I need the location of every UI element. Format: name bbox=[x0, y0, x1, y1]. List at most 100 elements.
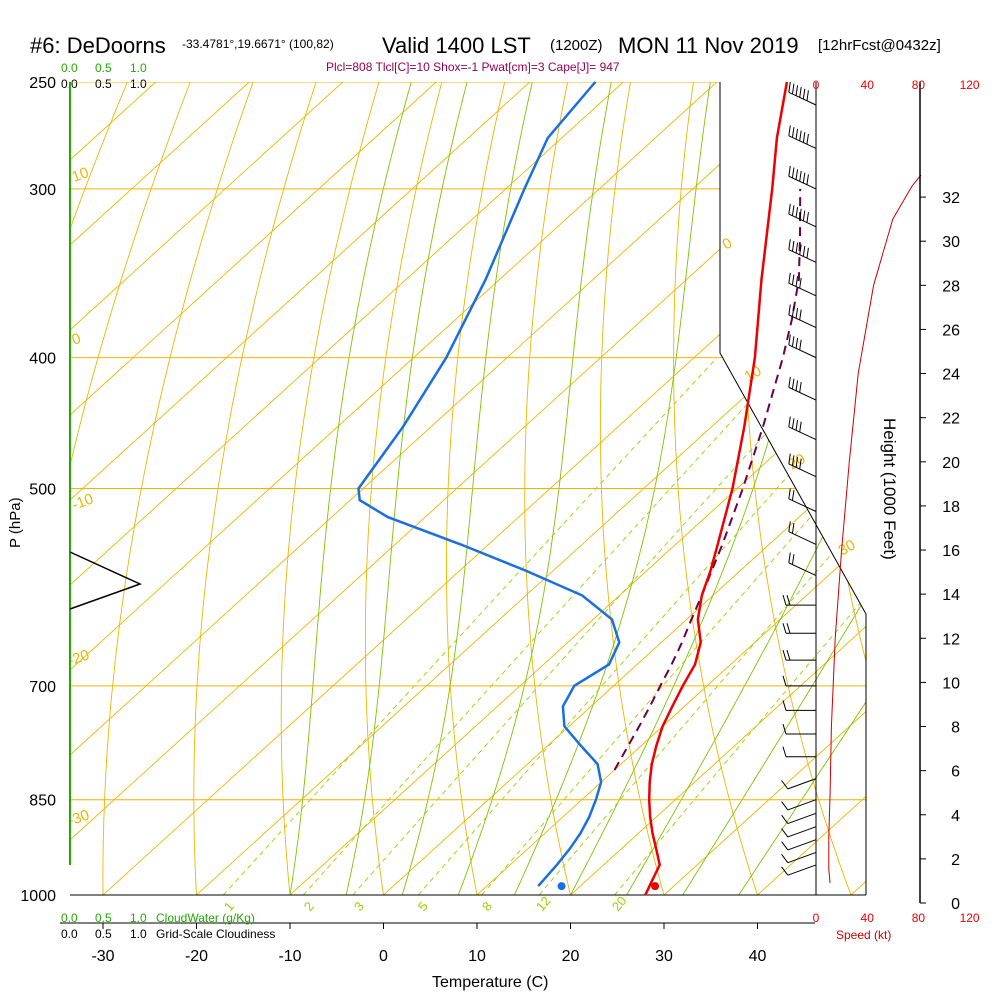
speed-tick-bottom: 0 bbox=[813, 911, 820, 925]
wind-barb bbox=[781, 778, 817, 790]
wind-barb bbox=[788, 552, 817, 576]
mixing-ratio-label: 5 bbox=[415, 899, 431, 914]
pressure-tick-label: 300 bbox=[29, 182, 56, 199]
speed-tick-top: 120 bbox=[960, 78, 980, 92]
parcel-line bbox=[613, 188, 802, 771]
height-tick-label: 2 bbox=[951, 852, 960, 869]
cloud-fraction-marker bbox=[69, 551, 142, 610]
wind-barb bbox=[782, 594, 816, 606]
pressure-tick-label: 250 bbox=[29, 75, 56, 92]
mixing-ratio-line bbox=[538, 357, 866, 895]
moist-adiabat bbox=[345, 82, 468, 895]
wind-barb bbox=[782, 623, 816, 634]
temperature-tick-label: 0 bbox=[379, 948, 388, 965]
height-axis-title: Height (1000 Feet) bbox=[880, 418, 899, 560]
isotherm-line bbox=[476, 82, 866, 895]
height-tick-label: 22 bbox=[942, 411, 960, 428]
height-tick-label: 20 bbox=[942, 455, 960, 472]
wind-barb bbox=[781, 826, 817, 838]
wind-barb bbox=[788, 272, 817, 297]
wind-barb bbox=[788, 334, 817, 359]
pressure-tick-label: 850 bbox=[29, 793, 56, 810]
cloudiness-scale-bottom-1: 0.5 bbox=[95, 927, 112, 941]
wind-barb bbox=[788, 488, 817, 512]
wind-barb bbox=[788, 521, 817, 545]
wind-barb bbox=[781, 864, 817, 876]
isotherm-label: -30 bbox=[66, 806, 92, 829]
speed-tick-bottom: 40 bbox=[861, 911, 875, 925]
isotherm-label: 0 bbox=[720, 235, 736, 254]
cloudwater-scale-bottom-1: 0.5 bbox=[95, 911, 112, 925]
cloudwater-scale-1: 0.5 bbox=[95, 61, 112, 75]
pressure-tick-label: 400 bbox=[29, 351, 56, 368]
speed-axis-title: Speed (kt) bbox=[836, 928, 891, 942]
y-axis-title: P (hPa) bbox=[7, 497, 24, 548]
valid-date: MON 11 Nov 2019 bbox=[618, 33, 799, 58]
isotherm-label: 30 bbox=[836, 536, 859, 559]
speed-tick-top: 80 bbox=[912, 78, 926, 92]
isotherm-line bbox=[850, 82, 866, 895]
height-tick-label: 32 bbox=[942, 190, 960, 207]
height-tick-label: 28 bbox=[942, 278, 960, 295]
temperature-tick-label: 30 bbox=[655, 948, 673, 965]
pressure-tick-label: 700 bbox=[29, 679, 56, 696]
wind-barb bbox=[782, 746, 816, 758]
wind-barb bbox=[788, 453, 817, 478]
pressure-tick-label: 500 bbox=[29, 482, 56, 499]
isotherm-label: -20 bbox=[66, 646, 92, 669]
dry-adiabat bbox=[280, 82, 380, 895]
wind-barb bbox=[781, 799, 817, 811]
height-tick-label: 12 bbox=[942, 631, 960, 648]
wind-barb bbox=[781, 812, 817, 825]
height-tick-label: 6 bbox=[951, 764, 960, 781]
cloudwater-scale-bottom-2: 1.0 bbox=[130, 911, 147, 925]
cloudwater-legend-label: CloudWater (g/Kg) bbox=[156, 911, 255, 925]
wind-barb bbox=[782, 649, 816, 661]
height-tick-label: 16 bbox=[942, 543, 960, 560]
mixing-ratio-line bbox=[352, 357, 835, 895]
plot-frame-right bbox=[719, 82, 867, 895]
isotherm-label: 0 bbox=[70, 330, 84, 349]
moist-adiabat bbox=[626, 82, 866, 895]
temperature-tick-label: -20 bbox=[185, 948, 208, 965]
temperature-tick-label: 10 bbox=[468, 948, 486, 965]
mixing-ratio-label: 2 bbox=[301, 899, 317, 914]
isotherm-line bbox=[663, 82, 866, 895]
isotherm-line bbox=[70, 82, 437, 895]
cloudiness-scale-bottom-0: 0.0 bbox=[61, 927, 78, 941]
dry-adiabat bbox=[524, 82, 571, 895]
dewpoint-line bbox=[357, 81, 621, 887]
stability-indices: Plcl=808 Tlcl[C]=10 Shox=-1 Pwat[cm]=3 C… bbox=[326, 60, 620, 74]
cloudiness-scale-bottom-2: 1.0 bbox=[130, 927, 147, 941]
cloudiness-scale-1: 0.5 bbox=[95, 77, 112, 91]
moist-adiabat bbox=[682, 82, 866, 895]
isotherm-label: -10 bbox=[70, 490, 96, 513]
cloudiness-legend-label: Grid-Scale Cloudiness bbox=[156, 927, 275, 941]
height-tick-label: 10 bbox=[942, 675, 960, 692]
mixing-ratio-line bbox=[417, 357, 866, 895]
cloudwater-scale-0: 0.0 bbox=[61, 61, 78, 75]
moist-adiabat bbox=[401, 82, 533, 895]
x-axis-title: Temperature (C) bbox=[432, 974, 548, 991]
temperature-tick-label: 20 bbox=[562, 948, 580, 965]
temperature-tick-label: -10 bbox=[278, 948, 301, 965]
mixing-ratio-label: 12 bbox=[533, 893, 554, 914]
surface-temperature-dot bbox=[651, 882, 660, 891]
valid-time: Valid 1400 LST bbox=[382, 33, 531, 58]
speed-tick-bottom: 120 bbox=[960, 911, 980, 925]
speed-tick-top: 40 bbox=[861, 78, 875, 92]
height-tick-label: 4 bbox=[951, 808, 960, 825]
wind-barb bbox=[788, 125, 817, 149]
wind-barb bbox=[788, 203, 817, 228]
height-tick-label: 0 bbox=[951, 896, 960, 913]
wind-barb bbox=[782, 700, 816, 711]
isotherm-line bbox=[70, 82, 250, 895]
dry-adiabat bbox=[102, 82, 254, 895]
speed-tick-top: 0 bbox=[813, 78, 820, 92]
moist-adiabat bbox=[738, 82, 866, 895]
dry-adiabat bbox=[193, 82, 317, 895]
wind-barb bbox=[788, 304, 817, 329]
cloudwater-scale-2: 1.0 bbox=[130, 61, 147, 75]
